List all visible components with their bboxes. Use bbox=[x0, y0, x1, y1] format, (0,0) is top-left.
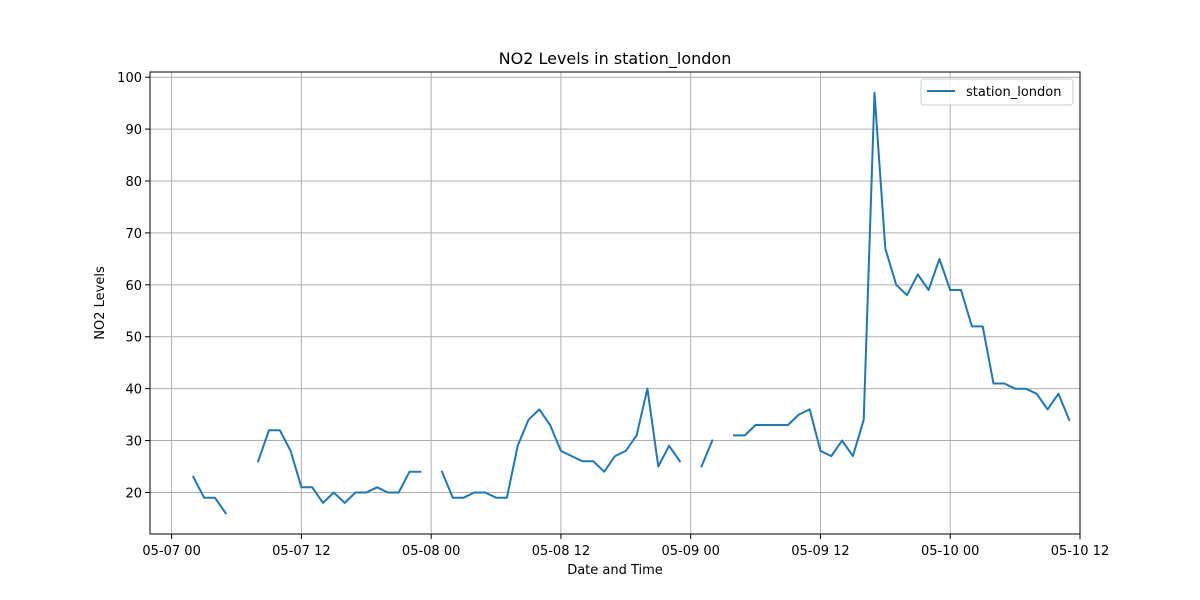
x-tick-label: 05-10 12 bbox=[1051, 544, 1109, 559]
plot-frame bbox=[149, 71, 1081, 535]
x-tick-label: 05-08 00 bbox=[402, 544, 460, 559]
y-axis: 20 30 40 50 60 70 80 90 100 bbox=[117, 71, 150, 501]
x-tick-label: 05-08 12 bbox=[532, 544, 590, 559]
y-tick-label: 50 bbox=[125, 331, 142, 346]
legend-label: station_london bbox=[966, 85, 1062, 100]
x-axis: 05-07 00 05-07 12 05-08 00 05-08 12 05-09 00… bbox=[142, 534, 1109, 559]
series-line-segment bbox=[191, 475, 228, 515]
x-tick-label: 05-10 00 bbox=[921, 544, 979, 559]
x-tick-label: 05-09 00 bbox=[661, 544, 719, 559]
legend-box bbox=[920, 78, 1074, 106]
chart-title: NO2 Levels in station_london bbox=[499, 49, 732, 69]
legend: station_london bbox=[920, 78, 1074, 106]
y-tick-label: 40 bbox=[125, 383, 142, 398]
y-tick-label: 80 bbox=[125, 175, 142, 190]
y-tick-label: 30 bbox=[125, 435, 142, 450]
series-line-segment bbox=[700, 439, 714, 468]
x-axis-label: Date and Time bbox=[567, 563, 663, 578]
x-tick-label: 05-09 12 bbox=[791, 544, 849, 559]
y-tick-label: 70 bbox=[125, 227, 142, 242]
y-tick-label: 20 bbox=[125, 486, 142, 501]
series-line-segment bbox=[440, 387, 682, 499]
y-tick-label: 90 bbox=[125, 123, 142, 138]
series-line-segment bbox=[256, 429, 422, 504]
x-tick-label: 05-07 00 bbox=[142, 544, 200, 559]
y-axis-label: NO2 Levels bbox=[93, 266, 108, 340]
x-tick-label: 05-07 12 bbox=[272, 544, 330, 559]
series-line-segment bbox=[733, 91, 1071, 458]
y-tick-label: 100 bbox=[117, 71, 142, 86]
series-layer bbox=[191, 91, 1071, 515]
y-tick-label: 60 bbox=[125, 279, 142, 294]
